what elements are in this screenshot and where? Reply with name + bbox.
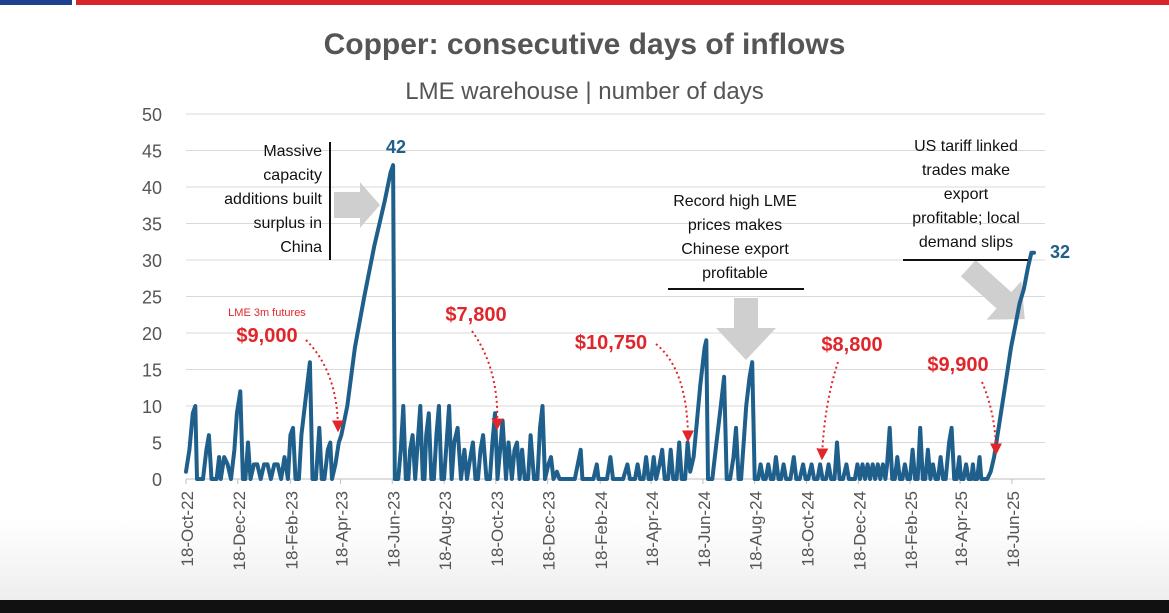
last-value-label: 32 — [1050, 242, 1070, 262]
top-accent-red — [76, 0, 1169, 5]
bottom-bar — [0, 600, 1169, 613]
price-annotation: $9,000 — [236, 325, 297, 347]
price-annotation: $10,750 — [575, 332, 647, 354]
x-tick-label: 18-Apr-23 — [332, 491, 351, 567]
note-capacity-text: surplus in — [254, 215, 322, 232]
note-capacity-text: capacity — [263, 167, 322, 184]
x-tick-label: 18-Apr-24 — [643, 491, 662, 567]
x-tick-label: 18-Dec-23 — [540, 491, 559, 570]
y-tick-label: 5 — [152, 434, 162, 454]
x-tick-label: 18-Oct-22 — [178, 491, 197, 567]
x-tick-label: 18-Dec-24 — [850, 491, 869, 570]
note-capacity-text: Massive — [263, 143, 322, 160]
peak-value-label: 42 — [386, 137, 406, 157]
note-tariff-text: export — [944, 186, 989, 203]
x-tick-label: 18-Oct-24 — [798, 491, 817, 567]
x-tick-label: 18-Feb-23 — [282, 491, 301, 569]
x-tick-label: 18-Jun-25 — [1004, 491, 1023, 568]
chart-title: Copper: consecutive days of inflows — [323, 28, 846, 61]
y-tick-label: 0 — [152, 470, 162, 490]
grey-arrow-diagonal — [960, 260, 1025, 320]
note-tariff-text: profitable; local — [912, 210, 1020, 227]
price-annotation: $7,800 — [445, 304, 506, 326]
x-tick-label: 18-Apr-25 — [952, 491, 971, 567]
bottom-shade — [0, 520, 1169, 600]
note-capacity-text: additions built — [224, 191, 322, 208]
y-tick-label: 25 — [142, 288, 162, 308]
note-record-high-text: Record high LME — [673, 193, 797, 210]
price-annotation-sublabel: LME 3m futures — [228, 307, 306, 319]
y-tick-label: 45 — [142, 142, 162, 162]
grey-arrow-right — [334, 182, 380, 228]
price-annotation-arrow — [305, 339, 344, 433]
note-tariff-text: demand slips — [919, 234, 1013, 251]
grey-arrow-down — [716, 298, 776, 360]
x-tick-label: 18-Feb-24 — [592, 491, 611, 569]
price-annotation: $8,800 — [821, 334, 882, 356]
x-tick-label: 18-Jun-23 — [384, 491, 403, 568]
y-tick-label: 30 — [142, 251, 162, 271]
price-annotation-arrow — [471, 330, 504, 431]
note-capacity-text: China — [280, 239, 322, 256]
x-tick-label: 18-Dec-22 — [230, 491, 249, 570]
chart-canvas: 0 5 10 15 20 25 30 35 40 45 50 18-Oct-22 18-Dec-22 18… — [142, 105, 1070, 570]
price-annotation: $9,900 — [927, 354, 988, 376]
y-tick-label: 40 — [142, 178, 162, 198]
chart-subtitle: LME warehouse | number of days — [405, 78, 764, 105]
price-annotation-arrow — [981, 381, 1002, 456]
y-tick-label: 20 — [142, 324, 162, 344]
x-tick-label: 18-Aug-23 — [436, 491, 455, 570]
x-tick-label: 18-Feb-25 — [902, 491, 921, 569]
note-record-high-text: profitable — [702, 265, 768, 282]
top-accent-blue — [0, 0, 72, 5]
note-tariff-text: trades make — [922, 162, 1010, 179]
y-tick-label: 35 — [142, 215, 162, 235]
y-tick-label: 50 — [142, 105, 162, 125]
note-record-high-text: prices makes — [688, 217, 782, 234]
x-tick-label: 18-Aug-24 — [747, 491, 766, 570]
price-annotation-arrow — [816, 361, 839, 461]
x-tick-label: 18-Oct-23 — [488, 491, 507, 567]
note-tariff-text: US tariff linked — [914, 138, 1018, 155]
x-tick-label: 18-Jun-24 — [695, 491, 714, 568]
y-tick-label: 10 — [142, 397, 162, 417]
series-line-inflow-days — [184, 163, 1036, 481]
y-tick-label: 15 — [142, 361, 162, 381]
price-annotation-arrow — [655, 343, 694, 443]
note-record-high-text: Chinese export — [681, 241, 789, 258]
